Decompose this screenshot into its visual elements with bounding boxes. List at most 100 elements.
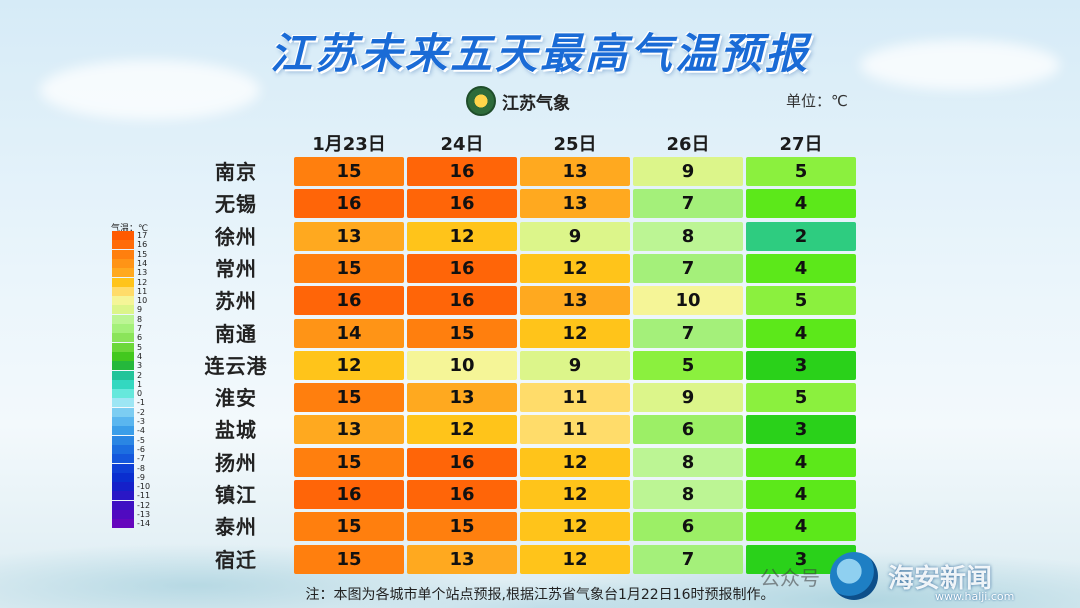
legend-label: 10 xyxy=(137,296,148,306)
temperature-cell: 4 xyxy=(746,189,856,219)
legend-swatch xyxy=(112,296,134,306)
legend-label: 1 xyxy=(137,379,143,389)
temperature-cell: 13 xyxy=(294,221,404,251)
column-header: 24日 xyxy=(440,134,484,155)
legend-label: 3 xyxy=(137,361,143,371)
temperature-cell: 4 xyxy=(746,512,856,542)
temperature-cell: 12 xyxy=(407,221,517,251)
temperature-cell: 15 xyxy=(294,512,404,542)
legend-label: 8 xyxy=(137,314,143,324)
legend-label: 16 xyxy=(137,240,148,250)
legend-swatch xyxy=(112,463,134,473)
temperature-cell: 16 xyxy=(294,189,404,219)
legend-label: -14 xyxy=(137,519,151,529)
legend-swatch xyxy=(112,482,134,492)
legend-swatch xyxy=(112,286,134,296)
temperature-cell: 16 xyxy=(294,286,404,316)
temperature-cell: 16 xyxy=(407,480,517,509)
column-header: 1月23日 xyxy=(312,134,386,155)
city-label: 泰州 xyxy=(215,515,257,540)
temperature-cell: 4 xyxy=(746,253,856,283)
temperature-cell: 10 xyxy=(633,286,743,316)
temperature-cell: 13 xyxy=(520,189,630,219)
legend-label: 2 xyxy=(137,370,143,380)
footnote: 注：本图为各城市单个站点预报,根据江苏省气象台1月22日16时预报制作。 xyxy=(305,587,775,603)
temperature-cell: 9 xyxy=(520,350,630,380)
legend-title: 气温：℃ xyxy=(111,224,149,234)
temperature-cell: 7 xyxy=(633,544,743,574)
temperature-cell: 4 xyxy=(746,447,856,477)
legend-swatch xyxy=(112,444,134,454)
legend-swatch xyxy=(112,491,134,501)
temperature-cell: 6 xyxy=(633,512,743,542)
temperature-cell: 15 xyxy=(294,383,404,413)
legend-label: -12 xyxy=(137,500,151,510)
city-label: 南通 xyxy=(215,321,257,346)
legend-swatch xyxy=(112,407,134,417)
news-logo-icon xyxy=(830,552,878,600)
legend-label: 12 xyxy=(137,277,148,287)
legend-swatch xyxy=(112,268,134,278)
temperature-cell: 7 xyxy=(633,189,743,219)
agency-logo: 江苏气象 xyxy=(466,86,570,116)
legend-label: 17 xyxy=(137,231,148,240)
legend-label: 4 xyxy=(137,351,143,361)
temperature-cell: 14 xyxy=(294,318,404,348)
city-label: 盐城 xyxy=(215,418,257,443)
legend-swatch xyxy=(112,249,134,259)
legend-label: -4 xyxy=(137,426,145,436)
temperature-cell: 12 xyxy=(520,544,630,574)
temperature-cell: 13 xyxy=(520,157,630,186)
cloud-decoration xyxy=(860,40,1060,90)
watermark: 公众号 海安新闻 xyxy=(760,552,992,600)
city-label: 徐州 xyxy=(215,224,257,249)
legend-label: 14 xyxy=(137,258,148,268)
legend-swatch xyxy=(112,361,134,371)
legend-swatch xyxy=(112,379,134,389)
temperature-cell: 15 xyxy=(294,544,404,574)
legend-swatch xyxy=(112,277,134,287)
city-label: 镇江 xyxy=(215,483,257,507)
legend-label: -9 xyxy=(137,472,145,482)
city-label: 淮安 xyxy=(215,386,257,411)
temperature-cell: 15 xyxy=(294,447,404,477)
temperature-cell: 12 xyxy=(520,512,630,542)
logo-text: 江苏气象 xyxy=(502,93,570,114)
column-header: 25日 xyxy=(553,134,597,155)
temperature-cell: 9 xyxy=(520,221,630,251)
column-header: 26日 xyxy=(666,134,710,155)
legend-swatch xyxy=(112,240,134,250)
temperature-cell: 16 xyxy=(407,447,517,477)
cloud-decoration xyxy=(40,60,260,120)
legend-swatch xyxy=(112,435,134,445)
temperature-cell: 3 xyxy=(746,350,856,380)
legend-swatch xyxy=(112,342,134,352)
city-label: 无锡 xyxy=(215,192,257,217)
legend-swatch xyxy=(112,324,134,333)
legend-label: 0 xyxy=(137,389,143,399)
legend-label: 11 xyxy=(137,286,148,296)
legend-swatch xyxy=(112,510,134,519)
temperature-cell: 3 xyxy=(746,415,856,445)
legend-swatch xyxy=(112,231,134,240)
legend-swatch xyxy=(112,370,134,380)
legend-swatch xyxy=(112,472,134,482)
temperature-cell: 16 xyxy=(407,189,517,219)
legend-swatch xyxy=(112,398,134,408)
legend-label: -5 xyxy=(137,435,145,445)
city-label: 扬州 xyxy=(215,450,257,475)
legend-label: -1 xyxy=(137,398,145,408)
temperature-cell: 12 xyxy=(407,415,517,445)
legend-swatch xyxy=(112,305,134,315)
temperature-cell: 15 xyxy=(407,512,517,542)
temperature-cell: 4 xyxy=(746,318,856,348)
legend-swatch xyxy=(112,417,134,426)
temperature-cell: 12 xyxy=(520,447,630,477)
temperature-cell: 16 xyxy=(407,157,517,186)
temperature-cell: 5 xyxy=(746,383,856,413)
temperature-cell: 13 xyxy=(520,286,630,316)
legend-swatch xyxy=(112,500,134,510)
legend-label: -6 xyxy=(137,444,145,454)
legend-label: -13 xyxy=(137,510,151,519)
page-title: 江苏未来五天最高气温预报 xyxy=(269,29,810,78)
